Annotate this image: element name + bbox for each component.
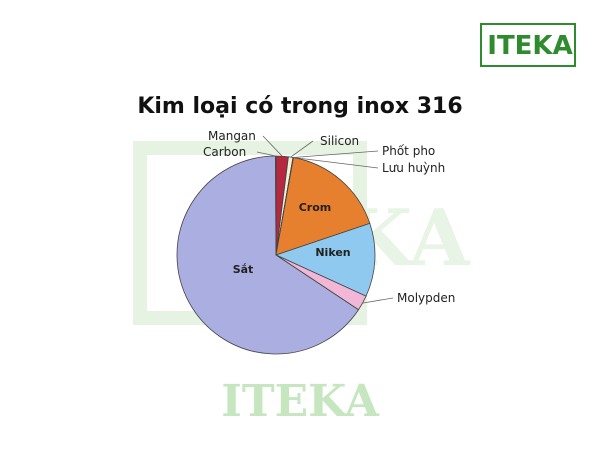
slice-label-outside-0: Mangan <box>208 129 256 143</box>
leader-line-2 <box>293 150 379 158</box>
brand-logo: ITEKA <box>487 31 573 61</box>
pie-slice-7 <box>176 155 360 355</box>
leader-line-1 <box>290 140 314 158</box>
slice-label-inside-5: Niken <box>315 246 350 259</box>
slice-label-outside-3: Lưu huỳnh <box>382 161 445 175</box>
slice-label-inside-4: Crom <box>299 201 332 214</box>
slice-label-outside-8: Carbon <box>203 145 246 159</box>
slice-label-inside-7: Sắt <box>233 263 254 276</box>
leader-line-6 <box>362 297 394 304</box>
logo-frame <box>480 23 576 67</box>
watermark-bottom: ITEKA <box>221 376 379 427</box>
pie-slices <box>176 155 376 355</box>
slice-labels: Mangan Silicon Phốt pho Lưu huỳnh Crom Niken M… <box>203 129 455 305</box>
slice-label-outside-6: Molypden <box>397 291 455 305</box>
chart-title: Kim loại có trong inox 316 <box>137 94 462 119</box>
pie-slice-8 <box>275 155 277 256</box>
leader-line-8 <box>256 151 276 157</box>
pie-slice-5 <box>274 222 376 297</box>
leader-line-0 <box>262 135 283 157</box>
slice-label-outside-1: Silicon <box>320 134 359 148</box>
slice-label-outside-2: Phốt pho <box>382 144 435 158</box>
pie-slice-4 <box>275 157 371 256</box>
leader-lines <box>256 135 394 304</box>
leader-line-3 <box>293 157 379 169</box>
